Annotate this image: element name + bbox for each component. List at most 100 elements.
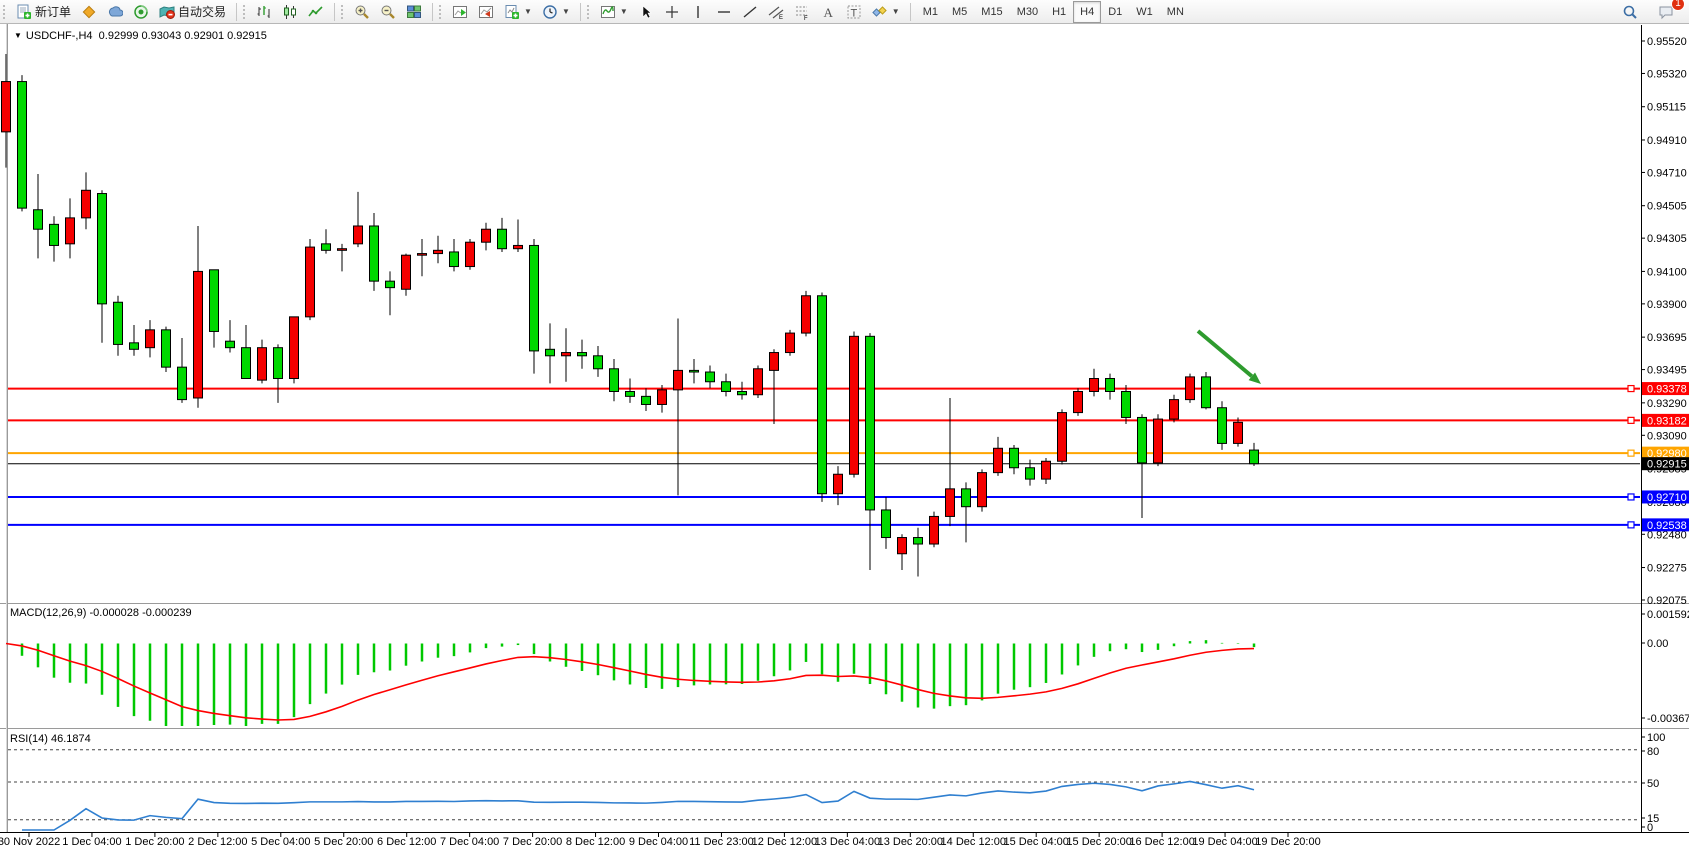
candle[interactable] <box>913 527 923 577</box>
alerts-button[interactable] <box>128 1 154 23</box>
candle[interactable] <box>689 359 699 384</box>
candle[interactable] <box>33 174 43 259</box>
tile-windows-button[interactable] <box>401 1 427 23</box>
candle[interactable] <box>897 534 907 570</box>
candle[interactable] <box>113 295 123 356</box>
timeframe-d1-button[interactable]: D1 <box>1108 5 1123 18</box>
candle[interactable] <box>561 328 571 382</box>
indicators-button[interactable]: ▼ <box>595 1 633 23</box>
candle[interactable] <box>1121 385 1131 424</box>
cursor-button[interactable] <box>633 1 659 23</box>
candle[interactable] <box>961 482 971 543</box>
timeframe-w1-button[interactable]: W1 <box>1136 5 1153 18</box>
zoom-in-button[interactable] <box>349 1 375 23</box>
candle[interactable] <box>785 329 795 356</box>
candle[interactable] <box>257 339 267 384</box>
candle[interactable] <box>433 235 443 264</box>
candle[interactable] <box>977 469 987 512</box>
candle[interactable] <box>801 290 811 337</box>
text-button[interactable]: A <box>815 1 841 23</box>
candle[interactable] <box>1201 372 1211 410</box>
candle[interactable] <box>273 344 283 403</box>
candle[interactable] <box>353 191 363 248</box>
candle[interactable] <box>97 190 107 343</box>
candle[interactable] <box>929 511 939 548</box>
candle[interactable] <box>129 324 139 356</box>
symbol-ohlc-label[interactable]: ▼ USDCHF-,H4 0.92999 0.93043 0.92901 0.92… <box>14 30 267 42</box>
candle[interactable] <box>513 219 523 252</box>
timeframe-m5-button[interactable]: M5 <box>952 5 968 18</box>
candle[interactable] <box>1057 409 1067 465</box>
candle[interactable] <box>17 75 27 212</box>
candle[interactable] <box>369 213 379 291</box>
candle[interactable] <box>225 320 235 353</box>
chevron-down-icon[interactable]: ▼ <box>14 31 22 40</box>
candle[interactable] <box>529 238 539 374</box>
candle[interactable] <box>721 373 731 397</box>
candle[interactable] <box>849 331 859 478</box>
fibonacci-button[interactable]: F <box>789 1 815 23</box>
chart-autoscroll-button[interactable] <box>473 1 499 23</box>
candle[interactable] <box>817 292 827 502</box>
notifications-button[interactable]: 1 <box>1653 0 1685 23</box>
timeframe-m15-button[interactable]: M15 <box>981 5 1003 18</box>
candle[interactable] <box>81 172 91 230</box>
horizontal-line-button[interactable] <box>711 1 737 23</box>
search-button[interactable] <box>1617 1 1643 23</box>
candle[interactable] <box>289 316 299 384</box>
autotrading-button[interactable]: 自动交易 <box>154 1 231 23</box>
candle[interactable] <box>1041 458 1051 484</box>
new-chart-button[interactable]: ▼ <box>499 1 537 23</box>
candle[interactable] <box>321 229 331 254</box>
candle[interactable] <box>1185 373 1195 403</box>
equidistant-channel-button[interactable]: E <box>763 1 789 23</box>
candle[interactable] <box>673 318 683 496</box>
line-chart-button[interactable] <box>303 1 329 23</box>
trendline-button[interactable] <box>737 1 763 23</box>
candle[interactable] <box>657 385 667 413</box>
candle[interactable] <box>1249 442 1259 466</box>
signals-button[interactable] <box>102 1 128 23</box>
timeframe-m1-button[interactable]: M1 <box>922 5 938 18</box>
candle[interactable] <box>465 238 475 270</box>
candle[interactable] <box>193 225 203 408</box>
candle[interactable] <box>1233 417 1243 447</box>
timeframe-mn-button[interactable]: MN <box>1166 5 1184 18</box>
bar-chart-button[interactable] <box>251 1 277 23</box>
candle[interactable] <box>161 326 171 373</box>
candle[interactable] <box>49 216 59 262</box>
candle[interactable] <box>625 378 635 403</box>
candle[interactable] <box>1217 401 1227 450</box>
candle[interactable] <box>1105 373 1115 400</box>
candle[interactable] <box>577 339 587 369</box>
candle[interactable] <box>337 243 347 272</box>
candle[interactable] <box>833 466 843 506</box>
zoom-out-button[interactable] <box>375 1 401 23</box>
candle[interactable] <box>1169 394 1179 423</box>
candlestick-chart-button[interactable] <box>277 1 303 23</box>
annotation-arrow[interactable] <box>1196 329 1254 378</box>
candle[interactable] <box>593 346 603 377</box>
candle[interactable] <box>401 253 411 296</box>
candle[interactable] <box>209 269 219 348</box>
candle[interactable] <box>305 238 315 321</box>
candle[interactable] <box>417 238 427 277</box>
candle[interactable] <box>385 271 395 316</box>
market-watch-button[interactable] <box>76 1 102 23</box>
candle[interactable] <box>241 324 251 380</box>
candle[interactable] <box>1137 414 1147 519</box>
shapes-button[interactable]: ▼ <box>867 1 905 23</box>
timeframe-h4-button[interactable]: H4 <box>1073 0 1102 23</box>
candle[interactable] <box>1 53 11 168</box>
candle[interactable] <box>449 238 459 272</box>
candle[interactable] <box>545 323 555 384</box>
candle[interactable] <box>993 436 1003 476</box>
candle[interactable] <box>1009 445 1019 475</box>
candle[interactable] <box>945 397 955 527</box>
candle[interactable] <box>705 365 715 389</box>
candle[interactable] <box>881 496 891 549</box>
candle[interactable] <box>65 198 75 259</box>
candle[interactable] <box>497 217 507 252</box>
vertical-line-button[interactable] <box>685 1 711 23</box>
